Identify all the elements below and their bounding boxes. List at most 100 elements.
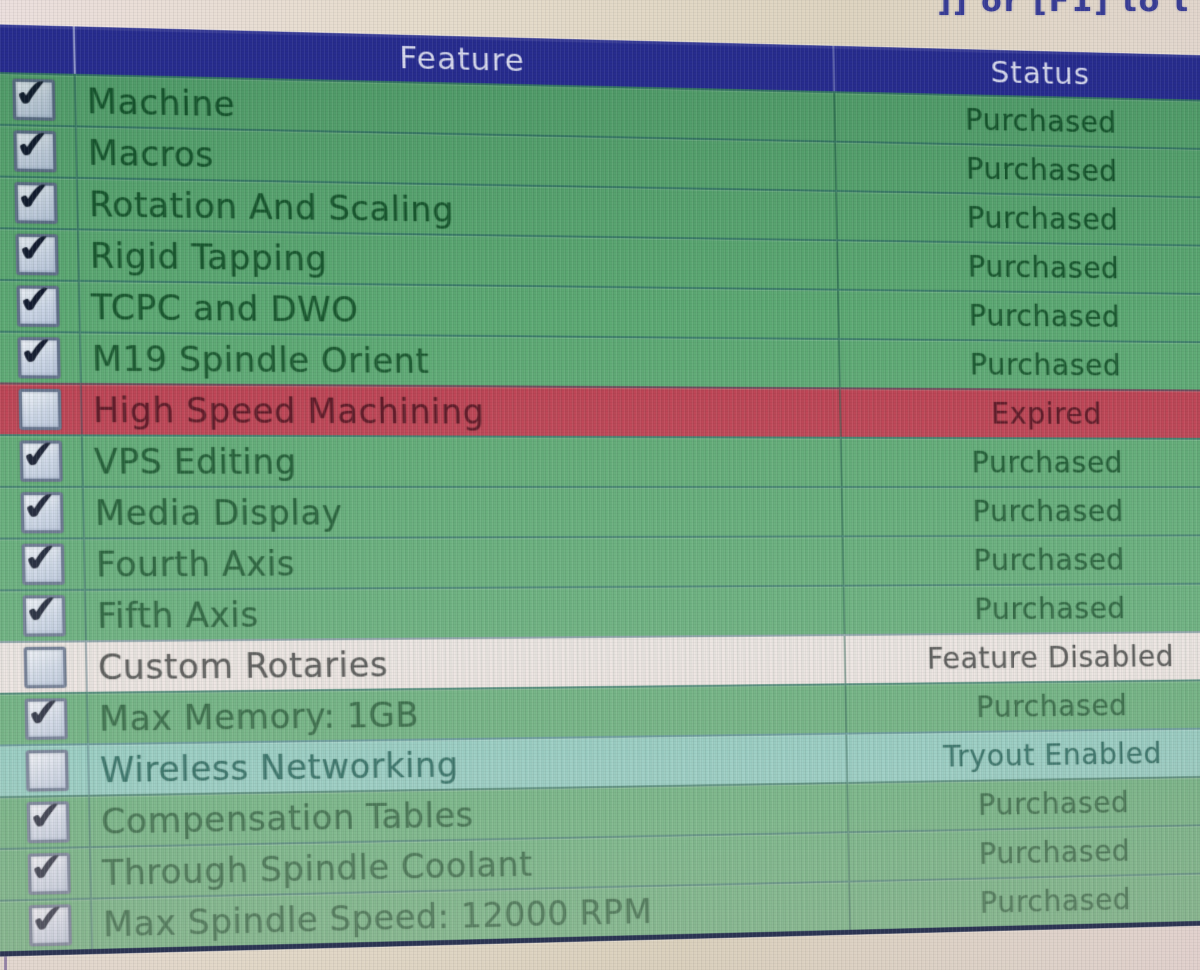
feature-cell: Rigid Tapping bbox=[78, 230, 839, 289]
checkbox-cell: ✔ bbox=[0, 536, 86, 590]
status-cell: Purchased bbox=[842, 439, 1200, 486]
checkbox-cell: ✔ bbox=[0, 123, 78, 177]
table-row[interactable]: ✔ Media Display Purchased bbox=[0, 484, 1200, 538]
feature-label: Rigid Tapping bbox=[89, 235, 328, 279]
status-cell: Purchased bbox=[836, 143, 1200, 197]
status-label: Purchased bbox=[973, 542, 1126, 578]
feature-label: Compensation Tables bbox=[100, 794, 474, 842]
status-cell: Tryout Enabled bbox=[847, 729, 1200, 782]
table-row[interactable]: High Speed Machining Expired bbox=[0, 382, 1200, 438]
checkmark-icon: ✔ bbox=[16, 329, 58, 375]
feature-cell: Custom Rotaries bbox=[87, 635, 847, 692]
feature-checkbox[interactable]: ✔ bbox=[24, 690, 68, 740]
checkmark-icon: ✔ bbox=[11, 71, 53, 117]
feature-checkbox[interactable]: ✔ bbox=[13, 123, 57, 173]
feature-label: Fifth Axis bbox=[96, 594, 260, 636]
status-cell: Purchased bbox=[840, 340, 1200, 390]
feature-label: M19 Spindle Orient bbox=[91, 338, 430, 381]
feature-label: TCPC and DWO bbox=[90, 286, 359, 330]
status-label: Purchased bbox=[965, 151, 1118, 189]
feature-checkbox[interactable]: ✔ bbox=[16, 278, 60, 328]
status-label: Purchased bbox=[977, 785, 1130, 823]
checkmark-icon: ✔ bbox=[26, 845, 68, 892]
feature-checkbox[interactable] bbox=[25, 749, 69, 792]
checkmark-icon: ✔ bbox=[23, 690, 65, 737]
table-row[interactable]: ✔ Fourth Axis Purchased bbox=[0, 534, 1200, 590]
feature-cell: Fifth Axis bbox=[86, 586, 846, 641]
feature-checkbox[interactable]: ✔ bbox=[20, 484, 64, 534]
feature-checkbox[interactable]: ✔ bbox=[15, 226, 59, 276]
checkmark-icon: ✔ bbox=[25, 793, 67, 840]
status-cell: Purchased bbox=[845, 584, 1200, 634]
table-row[interactable]: ✔ Fifth Axis Purchased bbox=[0, 582, 1200, 642]
status-cell: Purchased bbox=[837, 192, 1200, 245]
status-cell: Purchased bbox=[838, 241, 1200, 293]
feature-label: Rotation And Scaling bbox=[88, 183, 455, 230]
checkmark-icon: ✔ bbox=[19, 484, 61, 530]
status-cell: Expired bbox=[841, 389, 1200, 438]
checkmark-icon: ✔ bbox=[15, 277, 57, 324]
feature-label: High Speed Machining bbox=[92, 389, 485, 432]
feature-checkbox[interactable]: ✔ bbox=[14, 175, 58, 224]
feature-label: Custom Rotaries bbox=[97, 644, 389, 688]
checkmark-icon: ✔ bbox=[27, 896, 69, 943]
feature-checkbox[interactable]: ✔ bbox=[12, 71, 56, 121]
status-cell: Purchased bbox=[849, 825, 1200, 880]
checkbox-cell: ✔ bbox=[0, 845, 93, 900]
checkbox-cell: ✔ bbox=[0, 71, 77, 126]
status-label: Purchased bbox=[979, 882, 1132, 921]
status-label: Purchased bbox=[966, 200, 1119, 238]
status-label: Purchased bbox=[976, 688, 1128, 725]
checkbox-cell: ✔ bbox=[0, 175, 79, 229]
status-label: Purchased bbox=[974, 591, 1127, 627]
feature-checkbox[interactable]: ✔ bbox=[22, 587, 66, 637]
status-label: Purchased bbox=[969, 347, 1122, 383]
feature-cell: Fourth Axis bbox=[85, 537, 845, 589]
table-body: ✔ Machine Purchased ✔ Macros Purchased ✔… bbox=[0, 71, 1200, 952]
status-cell: Purchased bbox=[835, 93, 1200, 149]
status-cell: Feature Disabled bbox=[846, 633, 1200, 684]
feature-checkbox[interactable]: ✔ bbox=[26, 794, 70, 844]
feature-label: Macros bbox=[87, 132, 215, 175]
feature-cell: TCPC and DWO bbox=[79, 281, 840, 339]
status-label: Purchased bbox=[965, 102, 1117, 140]
checkbox-cell bbox=[0, 384, 83, 435]
feature-label: Wireless Networking bbox=[99, 744, 459, 790]
status-cell: Purchased bbox=[839, 291, 1200, 342]
feature-cell: VPS Editing bbox=[82, 436, 843, 487]
status-label: Feature Disabled bbox=[926, 639, 1175, 677]
feature-checkbox[interactable]: ✔ bbox=[28, 897, 72, 947]
feature-label: Fourth Axis bbox=[95, 543, 296, 585]
status-label: Purchased bbox=[978, 833, 1131, 872]
feature-checkbox[interactable] bbox=[18, 388, 62, 431]
checkbox-cell bbox=[0, 642, 89, 693]
status-cell: Purchased bbox=[843, 488, 1200, 535]
checkbox-cell: ✔ bbox=[0, 329, 82, 383]
checkbox-cell bbox=[0, 745, 91, 797]
checkmark-icon: ✔ bbox=[13, 174, 55, 220]
checkbox-cell: ✔ bbox=[0, 794, 92, 848]
feature-label: VPS Editing bbox=[93, 441, 298, 482]
feature-checkbox[interactable]: ✔ bbox=[21, 536, 65, 586]
feature-checkbox[interactable]: ✔ bbox=[17, 329, 61, 379]
checkbox-cell: ✔ bbox=[0, 897, 94, 952]
feature-label: Media Display bbox=[94, 492, 343, 533]
checkmark-icon: ✔ bbox=[12, 123, 54, 169]
status-cell: Purchased bbox=[850, 873, 1200, 929]
checkbox-cell: ✔ bbox=[0, 278, 81, 332]
status-cell: Purchased bbox=[846, 681, 1200, 733]
feature-table-wrap: Feature Status ✔ Machine Purchased ✔ Mac… bbox=[0, 23, 1200, 957]
cutoff-help-text: ]] or [F1] to t bbox=[937, 0, 1190, 19]
status-label: Purchased bbox=[971, 445, 1124, 480]
checkbox-cell: ✔ bbox=[0, 690, 90, 745]
table-row[interactable]: ✔ VPS Editing Purchased bbox=[0, 433, 1200, 487]
feature-checkbox[interactable] bbox=[23, 646, 67, 689]
feature-label: Through Spindle Coolant bbox=[101, 843, 533, 893]
feature-cell: High Speed Machining bbox=[81, 384, 842, 437]
feature-cell: Media Display bbox=[84, 487, 844, 538]
status-label: Purchased bbox=[967, 249, 1120, 286]
feature-checkbox[interactable]: ✔ bbox=[27, 845, 71, 895]
status-cell: Purchased bbox=[848, 777, 1200, 831]
feature-label: Max Memory: 1GB bbox=[98, 694, 420, 739]
feature-checkbox[interactable]: ✔ bbox=[19, 433, 63, 482]
